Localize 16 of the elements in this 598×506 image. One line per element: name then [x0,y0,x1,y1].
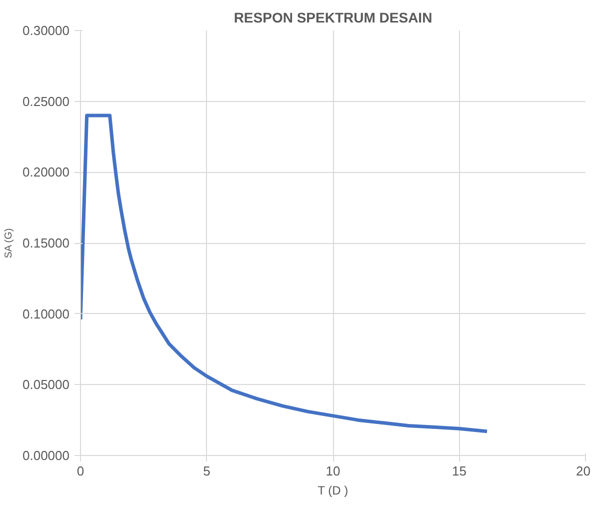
y-tick-label: 0.10000 [22,306,70,322]
y-tick-label: 0.25000 [22,94,70,109]
y-tick-label: 0.15000 [22,236,70,250]
y-tick-label: 0.00000 [22,448,70,463]
x-axis-title: T (D ) [318,484,348,498]
x-tick-label: 0 [76,464,84,478]
y-axis-title: SA (G) [4,228,15,258]
chart-title: RESPON SPEKTRUM DESAIN [234,10,432,26]
x-tick-label: 10 [326,464,340,478]
line-series [80,114,489,434]
y-tick-label: 0.30000 [22,23,70,38]
y-tick-label: 0.05000 [22,377,70,392]
x-tick-label: 20 [576,464,591,478]
x-tick-label: 5 [203,464,210,478]
y-tick-label: 0.20000 [22,164,70,180]
x-tick-label: 15 [452,464,466,478]
